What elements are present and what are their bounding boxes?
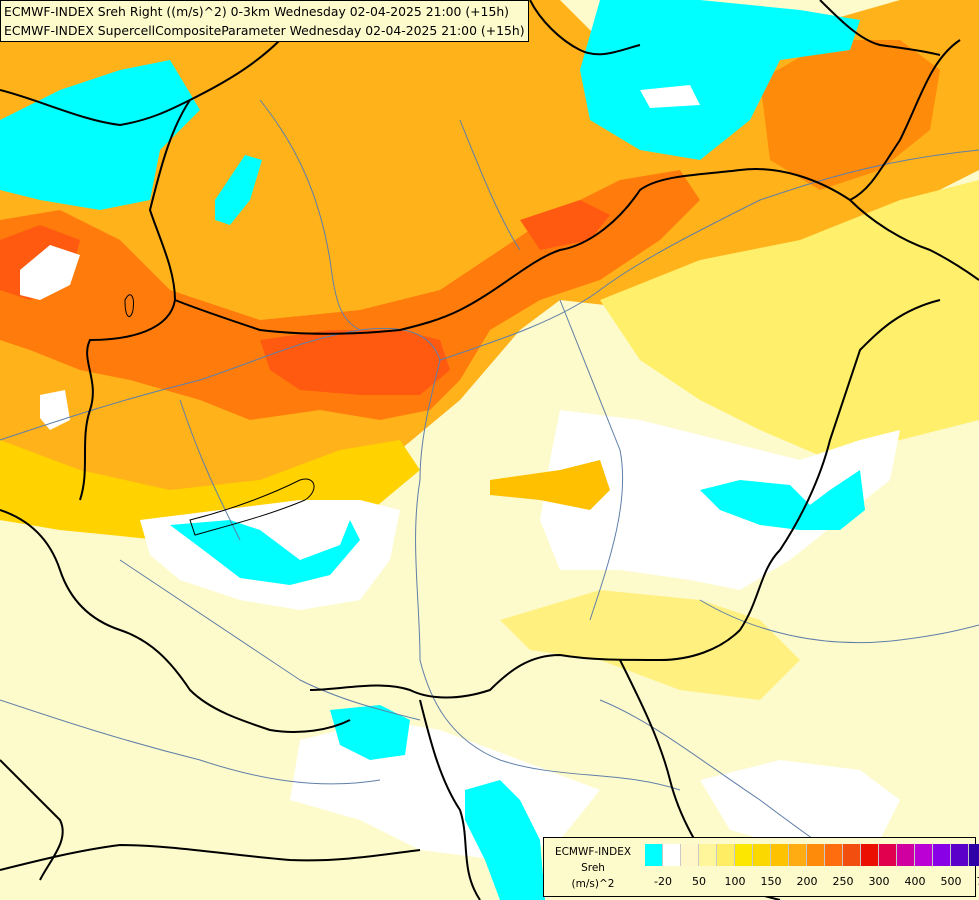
- legend-swatch: [879, 844, 897, 866]
- legend-tick-label: 250: [832, 875, 854, 888]
- legend-tick-label: 200: [796, 875, 818, 888]
- helicity-yellow-region-south: [500, 590, 800, 700]
- low-value-white-region-southeast: [700, 760, 900, 850]
- negative-helicity-cyan-central: [170, 520, 360, 585]
- legend-tick-label: 400: [904, 875, 926, 888]
- legend-swatch: [663, 844, 681, 866]
- legend-tick-label: 700: [977, 875, 979, 888]
- map-title-box: ECMWF-INDEX Sreh Right ((m/s)^2) 0-3km W…: [0, 0, 529, 42]
- legend-swatch: [789, 844, 807, 866]
- legend-tick-label: -20: [654, 875, 672, 888]
- legend-swatch: [951, 844, 969, 866]
- legend-swatch: [645, 844, 663, 866]
- lake-outlines: [124, 294, 315, 536]
- legend-swatch: [825, 844, 843, 866]
- legend-tick-label: 150: [760, 875, 782, 888]
- legend-swatch: [861, 844, 879, 866]
- legend-swatch: [843, 844, 861, 866]
- negative-helicity-cyan-north: [580, 0, 860, 160]
- map-title-line-2: ECMWF-INDEX SupercellCompositeParameter …: [4, 23, 525, 38]
- legend-swatch: [753, 844, 771, 866]
- negative-helicity-cyan-spot: [215, 155, 262, 225]
- legend-swatch: [717, 844, 735, 866]
- legend-variable: Sreh: [581, 862, 605, 874]
- low-value-white-spot: [20, 245, 80, 300]
- legend-unit: (m/s)^2: [571, 878, 615, 890]
- legend-tick-label: 300: [868, 875, 890, 888]
- legend-swatch: [933, 844, 951, 866]
- legend-swatch: [681, 844, 699, 866]
- helicity-orange-northeast: [760, 40, 940, 190]
- helicity-red-patch: [260, 330, 450, 395]
- legend-swatch: [771, 844, 789, 866]
- legend-tick-label: 100: [724, 875, 746, 888]
- legend-swatch: [807, 844, 825, 866]
- helicity-yellow-region-east: [600, 180, 979, 460]
- legend-swatch: [969, 844, 979, 866]
- legend-tick-label: 500: [940, 875, 962, 888]
- negative-helicity-cyan-south: [330, 705, 410, 760]
- helicity-dark-orange-core: [0, 170, 700, 420]
- legend-swatch: [699, 844, 717, 866]
- helicity-gold-patch: [490, 460, 610, 510]
- legend-swatch: [915, 844, 933, 866]
- negative-helicity-cyan-east: [700, 470, 865, 530]
- negative-helicity-cyan-northwest: [0, 60, 200, 210]
- color-legend: ECMWF-INDEX Sreh (m/s)^2 -20 50 100 150 200 2…: [543, 837, 979, 897]
- map-title-line-1: ECMWF-INDEX Sreh Right ((m/s)^2) 0-3km W…: [4, 4, 510, 19]
- legend-color-scale: [645, 844, 979, 866]
- legend-swatch: [897, 844, 915, 866]
- low-value-white-spot: [640, 85, 700, 108]
- legend-tick-label: 50: [692, 875, 706, 888]
- helicity-red-patch: [520, 200, 610, 250]
- negative-helicity-cyan-southeast: [465, 780, 545, 900]
- legend-source: ECMWF-INDEX: [554, 846, 632, 858]
- low-value-white-spot: [40, 390, 70, 430]
- legend-swatch: [735, 844, 753, 866]
